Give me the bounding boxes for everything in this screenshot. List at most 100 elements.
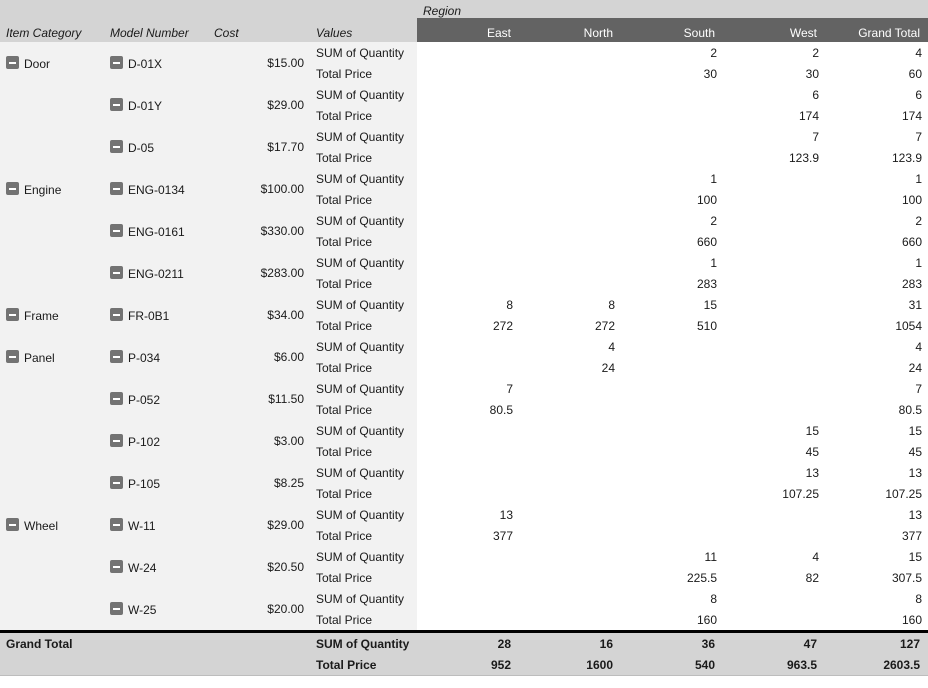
row-item-category[interactable]: Engine: [0, 168, 104, 210]
row-model-number[interactable]: P-105: [104, 462, 208, 504]
row-field-cost[interactable]: Cost: [208, 18, 310, 42]
cell-quantity-south: 2: [621, 210, 723, 231]
row-cost: $11.50: [208, 378, 310, 420]
row-model-number[interactable]: ENG-0211: [104, 252, 208, 294]
row-model-number[interactable]: W-24: [104, 546, 208, 588]
row-model-number[interactable]: W-25: [104, 588, 208, 631]
cell-quantity-south: 1: [621, 252, 723, 273]
row-measure-price: Total Price: [310, 273, 417, 294]
cell-quantity-north: [519, 378, 621, 399]
row-item-category[interactable]: Panel: [0, 336, 104, 378]
row-measure-quantity: SUM of Quantity: [310, 378, 417, 399]
minus-square-icon[interactable]: [110, 265, 123, 279]
row-model-number[interactable]: P-102: [104, 420, 208, 462]
row-field-model-number[interactable]: Model Number: [104, 18, 208, 42]
row-measure-price: Total Price: [310, 105, 417, 126]
column-header-north[interactable]: North: [519, 18, 621, 42]
cell-quantity-north: 4: [519, 336, 621, 357]
minus-square-icon[interactable]: [110, 139, 123, 153]
cell-quantity-west: 7: [723, 126, 825, 147]
cell-price-north: [519, 147, 621, 168]
cell-quantity-total: 6: [825, 84, 928, 105]
cell-price-east: [417, 105, 519, 126]
pivot-body: Door D-01X $15.00 SUM of Quantity 2 2 4 Total P…: [0, 42, 928, 631]
row-item-category-blank: [0, 588, 104, 631]
column-field-label-region[interactable]: Region: [417, 0, 928, 18]
row-measure-quantity: SUM of Quantity: [310, 420, 417, 441]
row-model-number[interactable]: D-01X: [104, 42, 208, 84]
cell-price-east: [417, 147, 519, 168]
minus-square-icon[interactable]: [6, 55, 19, 69]
table-row: Total Price 225.5 82 307.5: [0, 567, 928, 588]
minus-square-icon[interactable]: [6, 349, 19, 363]
row-model-number[interactable]: W-11: [104, 504, 208, 546]
minus-square-icon[interactable]: [110, 391, 123, 405]
row-measure-price: Total Price: [310, 189, 417, 210]
minus-square-icon[interactable]: [110, 223, 123, 237]
cell-price-north: [519, 189, 621, 210]
row-model-number[interactable]: D-01Y: [104, 84, 208, 126]
minus-square-icon[interactable]: [110, 475, 123, 489]
minus-square-icon[interactable]: [110, 97, 123, 111]
category-label: Door: [24, 56, 51, 71]
row-model-number[interactable]: D-05: [104, 126, 208, 168]
minus-square-icon[interactable]: [110, 559, 123, 573]
row-field-item-category[interactable]: Item Category: [0, 18, 104, 42]
model-label: D-05: [128, 140, 155, 155]
row-item-category[interactable]: Wheel: [0, 504, 104, 546]
row-item-category-blank: [0, 420, 104, 462]
table-row: Door D-01X $15.00 SUM of Quantity 2 2 4: [0, 42, 928, 84]
cell-price-east: [417, 483, 519, 504]
column-header-south[interactable]: South: [621, 18, 723, 42]
row-model-number[interactable]: P-034: [104, 336, 208, 378]
minus-square-icon[interactable]: [6, 307, 19, 321]
row-measure-price: Total Price: [310, 441, 417, 462]
cell-price-total: 660: [825, 231, 928, 252]
grand-total-price-south: 540: [621, 654, 723, 676]
cell-price-south: [621, 525, 723, 546]
cell-quantity-west: [723, 336, 825, 357]
model-label: D-01Y: [128, 98, 163, 113]
cell-quantity-total: 13: [825, 462, 928, 483]
row-item-category-blank: [0, 378, 104, 420]
table-row: D-05 $17.70 SUM of Quantity 7 7: [0, 126, 928, 168]
row-item-category[interactable]: Frame: [0, 294, 104, 336]
row-model-number[interactable]: ENG-0161: [104, 210, 208, 252]
header-spacer-category: [0, 0, 104, 18]
grand-total-price-total: 2603.5: [825, 654, 928, 676]
field-header-row: Item Category Model Number Cost Values E…: [0, 18, 928, 42]
cell-quantity-south: 15: [621, 294, 723, 315]
row-model-number[interactable]: P-052: [104, 378, 208, 420]
column-header-east[interactable]: East: [417, 18, 519, 42]
minus-square-icon[interactable]: [110, 307, 123, 321]
cell-quantity-south: [621, 462, 723, 483]
minus-square-icon[interactable]: [6, 181, 19, 195]
minus-square-icon[interactable]: [110, 55, 123, 69]
minus-square-icon[interactable]: [110, 349, 123, 363]
cell-quantity-east: [417, 84, 519, 105]
minus-square-icon[interactable]: [110, 517, 123, 531]
row-model-number[interactable]: ENG-0134: [104, 168, 208, 210]
cell-price-west: [723, 189, 825, 210]
row-cost: $29.00: [208, 84, 310, 126]
cell-quantity-total: 15: [825, 546, 928, 567]
table-row: Total Price 107.25 107.25: [0, 483, 928, 504]
row-measure-quantity: SUM of Quantity: [310, 84, 417, 105]
column-header-west[interactable]: West: [723, 18, 825, 42]
minus-square-icon[interactable]: [6, 517, 19, 531]
row-measure-quantity: SUM of Quantity: [310, 42, 417, 63]
cell-price-west: 45: [723, 441, 825, 462]
minus-square-icon[interactable]: [110, 433, 123, 447]
grand-total-quantity-east: 28: [417, 632, 519, 654]
minus-square-icon[interactable]: [110, 181, 123, 195]
minus-square-icon[interactable]: [110, 601, 123, 615]
table-row: Frame FR-0B1 $34.00 SUM of Quantity 8 8 15 31: [0, 294, 928, 336]
row-field-values[interactable]: Values: [310, 18, 417, 42]
cell-quantity-south: [621, 420, 723, 441]
row-item-category[interactable]: Door: [0, 42, 104, 84]
cell-quantity-south: [621, 126, 723, 147]
cell-price-north: [519, 525, 621, 546]
model-label: W-11: [128, 518, 156, 533]
column-header-grand-total[interactable]: Grand Total: [825, 18, 928, 42]
row-model-number[interactable]: FR-0B1: [104, 294, 208, 336]
